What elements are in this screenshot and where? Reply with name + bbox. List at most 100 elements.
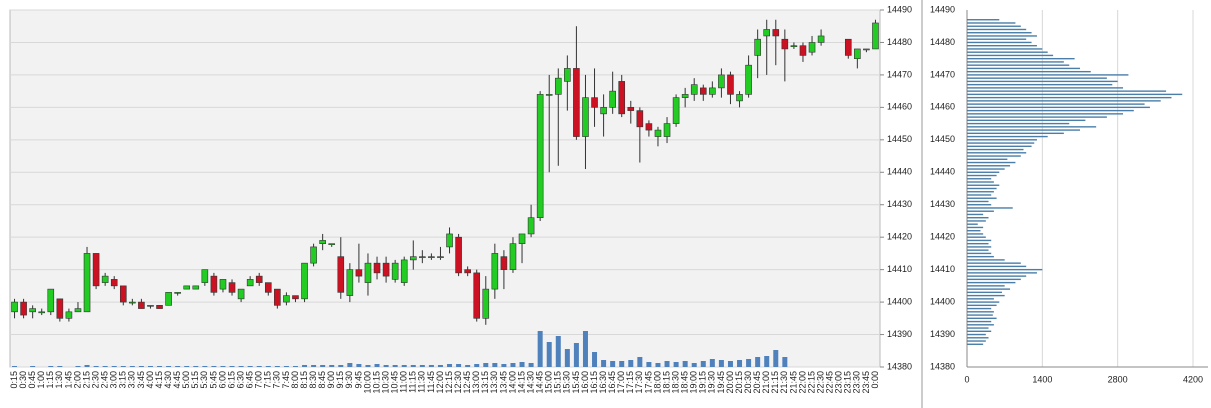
candle-body xyxy=(863,48,870,51)
volume-bar xyxy=(573,343,579,367)
x-tick-label: 14:15 xyxy=(516,371,526,394)
candle-body xyxy=(237,288,245,300)
x-tick-label: 0:45 xyxy=(27,371,37,389)
volume-bar xyxy=(120,366,126,367)
profile-bar xyxy=(967,255,994,258)
x-tick-label: 23:45 xyxy=(861,371,871,394)
candle-body xyxy=(482,288,490,319)
x-tick-label: 12:15 xyxy=(444,371,454,394)
candle-body xyxy=(373,262,381,274)
volume-bar xyxy=(691,363,697,367)
x-tick-label: 18:30 xyxy=(670,371,680,394)
x-tick-label: 23:00 xyxy=(834,371,844,394)
candle-body xyxy=(763,29,771,37)
volume-bar xyxy=(338,365,344,367)
x-tick-label: 17:45 xyxy=(643,371,653,394)
candle-body xyxy=(790,45,798,48)
x-tick-label: 22:45 xyxy=(825,371,835,394)
profile-bar xyxy=(967,311,994,313)
volume-bar xyxy=(492,363,498,367)
x-tick-label: 22:00 xyxy=(797,371,807,394)
profile-bar xyxy=(967,61,1064,63)
candle-body xyxy=(591,97,598,108)
candle-body xyxy=(872,22,879,50)
candle-body xyxy=(110,279,118,287)
y-tick-label: 14390 xyxy=(887,329,912,339)
profile-bar xyxy=(967,259,1005,261)
candle-body xyxy=(138,301,145,309)
candle-body xyxy=(74,308,82,313)
x-tick-label: 16:00 xyxy=(580,371,590,394)
x-tick-label: 3:45 xyxy=(136,371,146,389)
profile-bar xyxy=(967,64,1070,66)
profile-bar xyxy=(967,90,1167,92)
x-tick-label: 1:15 xyxy=(45,371,55,389)
x-tick-label: 22:15 xyxy=(806,371,816,394)
x-tick-label: 3:00 xyxy=(109,371,119,389)
x-tick-label: 19:00 xyxy=(689,371,699,394)
x-tick-label: 0:30 xyxy=(18,371,28,389)
profile-bar xyxy=(967,207,1013,209)
x-tick-label: 4:30 xyxy=(163,371,173,389)
x-tick-label: 10:30 xyxy=(380,371,390,394)
y-tick-label: 14380 xyxy=(887,361,912,371)
volume-bar xyxy=(347,363,353,367)
candle-body xyxy=(446,233,453,248)
volume-bar xyxy=(610,361,616,367)
x-tick-label: 5:45 xyxy=(208,371,218,389)
x-tick-label: 12:45 xyxy=(462,371,472,394)
volume-bar xyxy=(410,365,416,367)
volume-bar xyxy=(483,363,489,367)
candle-body xyxy=(654,129,662,137)
profile-bar xyxy=(967,239,992,242)
y-tick-label: 14400 xyxy=(930,296,955,306)
y-tick-label: 14420 xyxy=(930,232,955,242)
profile-bar xyxy=(967,220,986,222)
volume-bar xyxy=(202,366,208,367)
x-tick-label: 14:45 xyxy=(535,371,545,394)
profile-bar xyxy=(967,96,1172,99)
profile-bar xyxy=(967,333,986,336)
volume-bar xyxy=(302,365,308,367)
x-tick-label: 9:00 xyxy=(326,371,336,389)
candle-body xyxy=(119,285,127,303)
x-tick-label: 18:45 xyxy=(680,371,690,394)
profile-bar xyxy=(967,317,997,320)
profile-bar xyxy=(967,35,1037,37)
profile-bar xyxy=(967,314,993,316)
candle-body xyxy=(727,74,734,95)
candle-body xyxy=(38,311,46,314)
candle-body xyxy=(464,269,471,274)
volume-bar xyxy=(12,366,18,367)
y-tick-label: 14480 xyxy=(887,37,912,47)
volume-bar xyxy=(238,366,244,367)
profile-bar xyxy=(967,83,1113,86)
volume-bar xyxy=(247,366,253,367)
profile-bar xyxy=(967,178,992,180)
candle-body xyxy=(337,256,345,293)
x-tick-label: 4:15 xyxy=(154,371,164,389)
profile-bar xyxy=(967,340,986,342)
candle-body xyxy=(382,262,390,277)
profile-bar xyxy=(967,139,1037,141)
profile-bar xyxy=(967,291,1002,294)
profile-bar xyxy=(967,187,997,190)
volume-bar xyxy=(147,366,153,367)
y-tick-label: 14470 xyxy=(887,69,912,79)
x-tick-label: 3:15 xyxy=(118,371,128,389)
volume-bar xyxy=(564,349,570,367)
profile-bar xyxy=(967,54,1054,57)
candle-body xyxy=(328,243,336,245)
candle-body xyxy=(709,87,716,95)
x-tick-label: 1:45 xyxy=(63,371,73,389)
candle-body xyxy=(772,29,780,37)
profile-bar xyxy=(967,116,1107,118)
candle-body xyxy=(618,81,626,115)
candle-body xyxy=(129,301,136,304)
x-tick-label: 15:30 xyxy=(562,371,572,394)
volume-bar xyxy=(646,362,652,367)
profile-bar xyxy=(967,272,1037,274)
profile-bar xyxy=(967,252,992,255)
profile-bar xyxy=(967,301,1000,303)
x-tick-label: 18:15 xyxy=(661,371,671,394)
